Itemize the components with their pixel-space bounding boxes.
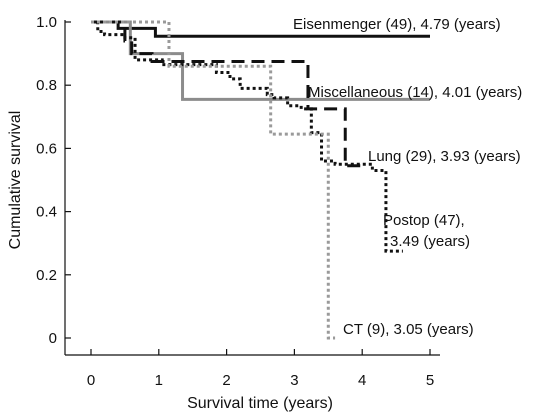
series-label-ct: CT (9), 3.05 (years) <box>343 321 474 338</box>
x-tick-label: 2 <box>222 372 230 389</box>
series-label-eisenmenger: Eisenmenger (49), 4.79 (years) <box>293 16 501 33</box>
series-labels: Eisenmenger (49), 4.79 (years) Miscellane… <box>293 16 522 338</box>
y-tick-label: 0.2 <box>36 267 57 284</box>
x-tick-label: 1 <box>155 372 163 389</box>
y-axis-label: Cumulative survival <box>7 111 24 250</box>
series-line-lung <box>91 20 363 168</box>
y-tick-label: 0.4 <box>36 204 57 221</box>
y-tick-label: 0 <box>49 330 57 347</box>
series-label-lung: Lung (29), 3.93 (years) <box>368 148 521 165</box>
series-line-postop <box>91 20 403 253</box>
series-label-miscellaneous: Miscellaneous (14), 4.01 (years) <box>308 84 522 101</box>
y-tick-label: 1.0 <box>36 14 57 31</box>
x-axis-label: Survival time (years) <box>187 395 333 412</box>
series-layer <box>91 20 430 340</box>
series-line-ct <box>91 20 336 340</box>
x-tick-label: 4 <box>358 372 366 389</box>
axes: 0 0.2 0.4 0.6 0.8 1.0 0 1 2 3 4 5 <box>36 14 440 389</box>
series-label-postop: Postop (47), <box>383 212 465 229</box>
x-tick-label: 5 <box>426 372 434 389</box>
y-tick-label: 0.6 <box>36 140 57 157</box>
y-tick-label: 0.8 <box>36 77 57 94</box>
x-tick-label: 3 <box>290 372 298 389</box>
x-tick-label: 0 <box>87 372 95 389</box>
series-label-postop: 3.49 (years) <box>390 233 470 250</box>
